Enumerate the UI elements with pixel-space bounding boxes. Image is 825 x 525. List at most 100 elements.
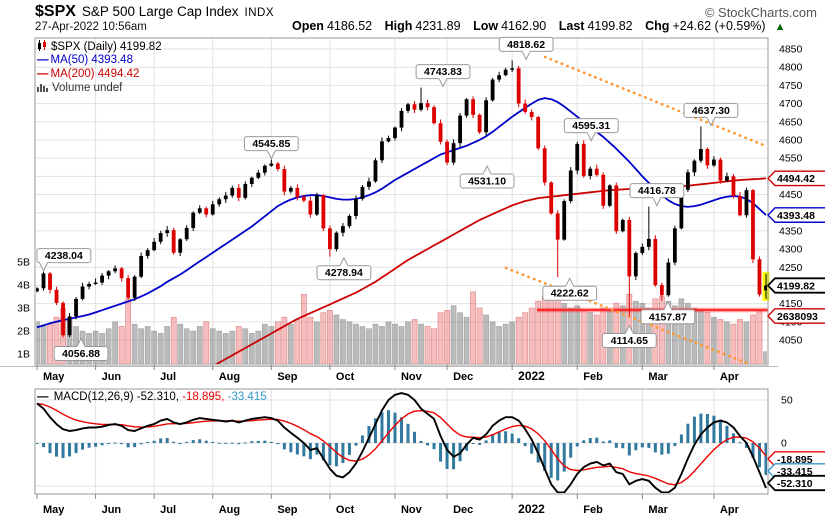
- histogram-bar: [497, 431, 501, 443]
- histogram-bar: [744, 443, 748, 448]
- volume-bar: [346, 321, 353, 364]
- stockcharts-copyright-link[interactable]: © StockCharts.com: [704, 5, 817, 20]
- volume-bar: [196, 326, 203, 364]
- candle-body: [588, 168, 593, 176]
- volume-icon: [37, 82, 49, 95]
- legend-ma50: — MA(50) 4393.48: [37, 54, 133, 66]
- histogram-bar: [614, 443, 618, 448]
- histogram-bar: [55, 443, 59, 457]
- callout-tag: 4393.48: [767, 207, 825, 223]
- histogram-bar: [673, 443, 677, 447]
- histogram-bar: [504, 431, 508, 443]
- histogram-bar: [250, 441, 254, 443]
- histogram-bar: [256, 440, 260, 443]
- volume-bar: [496, 326, 503, 364]
- volume-bar: [509, 321, 516, 364]
- histogram-bar: [165, 438, 169, 443]
- histogram-bar: [627, 443, 631, 456]
- candle-body: [438, 123, 443, 142]
- volume-bar: [151, 330, 158, 364]
- volume-bar: [717, 319, 724, 364]
- volume-axis-label: 4B: [17, 280, 30, 292]
- histogram-bar: [575, 443, 579, 447]
- month-label: Feb: [583, 504, 603, 516]
- candle-body: [184, 227, 189, 240]
- volume-bar: [307, 316, 314, 364]
- month-label: May: [43, 371, 65, 383]
- histogram-bar: [556, 443, 560, 481]
- callout-tag-text: 2638093: [777, 311, 818, 323]
- candle-body: [191, 212, 196, 228]
- volume-bar: [593, 314, 600, 364]
- histogram-bar: [146, 441, 150, 443]
- histogram-bar: [562, 443, 566, 472]
- low-value: 4162.90: [501, 19, 547, 33]
- histogram-bar: [400, 417, 403, 443]
- annotation-text: 4238.04: [45, 250, 83, 262]
- candle-body: [145, 250, 150, 256]
- candle-body: [555, 213, 560, 240]
- histogram-bar: [211, 441, 215, 443]
- histogram-bar: [263, 440, 267, 443]
- price-axis-label: 4750: [779, 80, 803, 92]
- candle-body: [542, 148, 547, 183]
- candle-body: [575, 143, 580, 171]
- volume-bar: [528, 307, 535, 364]
- histogram-bar: [653, 443, 657, 453]
- candle-body: [549, 182, 554, 214]
- volume-bar: [36, 321, 40, 364]
- volume-bar: [112, 321, 119, 364]
- volume-bar: [522, 312, 529, 364]
- month-label: Sep: [277, 504, 297, 516]
- histogram-bar: [185, 441, 189, 443]
- volume-bar: [437, 312, 444, 364]
- annotation-text: 4157.87: [649, 311, 687, 323]
- volume-bar: [118, 326, 125, 364]
- histogram-bar: [523, 443, 527, 447]
- histogram-bar: [217, 442, 221, 444]
- annotation-text: 4056.88: [62, 348, 100, 360]
- candle-body: [139, 255, 144, 277]
- volume-bar: [698, 309, 704, 364]
- price-grid: [35, 38, 768, 494]
- month-label: 2022: [518, 502, 545, 516]
- candle-body: [672, 228, 677, 263]
- volume-bar: [424, 326, 431, 364]
- histogram-bar: [113, 442, 117, 444]
- histogram-bar: [543, 443, 547, 472]
- price-axis-label: 4650: [779, 116, 803, 128]
- volume-bar: [333, 314, 340, 364]
- candle-body: [646, 238, 651, 247]
- histogram-bar: [608, 440, 612, 443]
- histogram-bar: [549, 443, 553, 478]
- month-label: May: [43, 504, 65, 516]
- volume-bar: [170, 316, 177, 364]
- volume-bar: [281, 316, 288, 364]
- annotation: 4595.31: [563, 118, 619, 142]
- volume-bar: [561, 303, 568, 364]
- annotation: 4818.62: [498, 36, 554, 61]
- candle-body: [223, 195, 228, 200]
- histogram-bar: [569, 443, 573, 458]
- ma50-line-swatch: —: [37, 54, 49, 66]
- volume-bar: [229, 330, 236, 364]
- price-axis-label: 4700: [779, 98, 803, 110]
- histogram-bar: [191, 440, 195, 443]
- candle-body: [87, 283, 91, 287]
- month-label: Oct: [336, 371, 355, 383]
- volume-bar: [580, 309, 587, 364]
- callout-tag: -52.310: [766, 474, 825, 492]
- macd-line: [36, 392, 767, 493]
- volume-bar: [398, 326, 405, 364]
- candle-body: [425, 103, 430, 108]
- annotation-text: 4818.62: [507, 39, 545, 51]
- candle-body: [80, 286, 85, 299]
- histogram-bar: [386, 410, 390, 443]
- annotation-text: 4595.31: [572, 120, 610, 132]
- month-label: Jul: [160, 371, 176, 383]
- volume-bar: [541, 296, 548, 364]
- histogram-bar: [419, 440, 423, 443]
- macd-value: -52.310,: [136, 391, 179, 403]
- candle-body: [262, 165, 267, 173]
